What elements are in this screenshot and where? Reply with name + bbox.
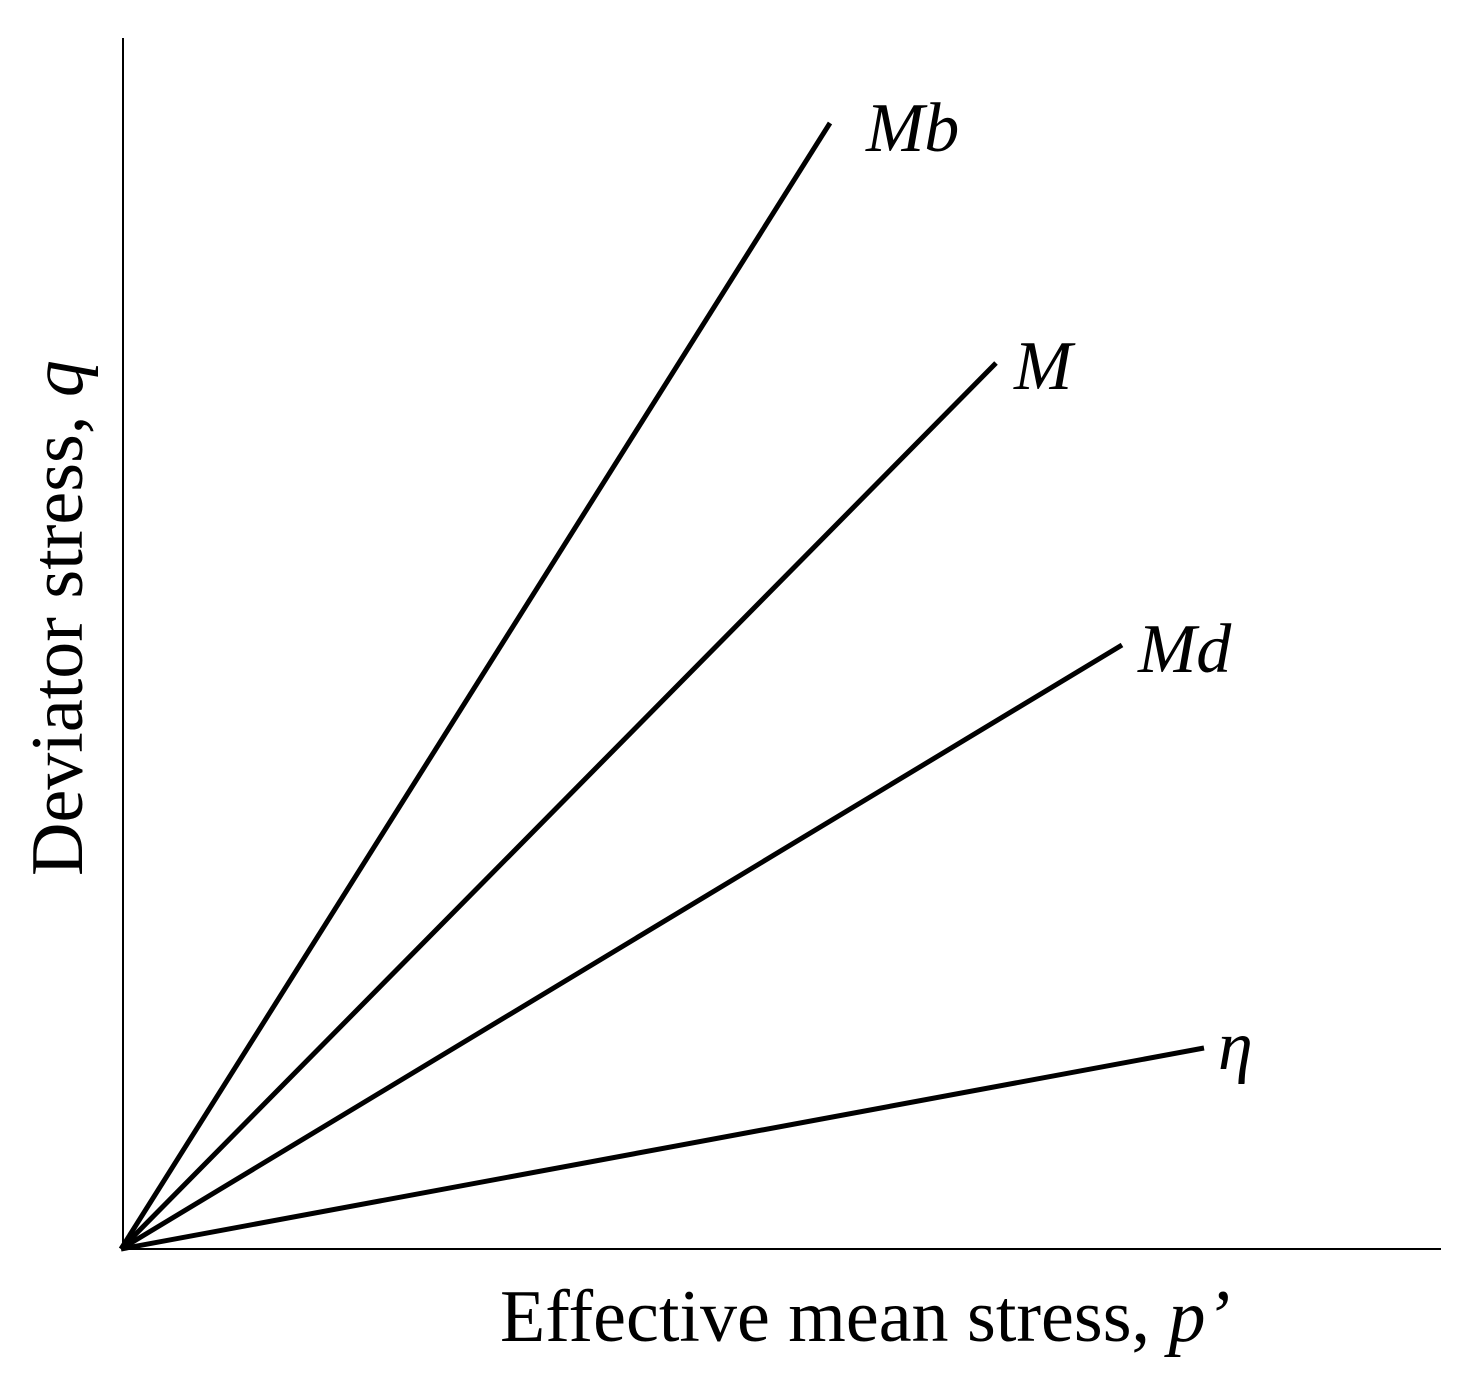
label-m: M: [1013, 328, 1076, 405]
x-axis-title: Effective mean stress, p’: [500, 1276, 1230, 1358]
y-axis-label-text: Deviator stress,: [17, 397, 99, 876]
label-mb: Mb: [865, 90, 959, 167]
line-mb: [118, 121, 833, 1251]
x-axis-symbol: p’: [1164, 1276, 1231, 1358]
line-m: [119, 361, 998, 1251]
y-axis-symbol: q: [17, 360, 99, 397]
line-md: [119, 642, 1124, 1252]
x-axis-label-text: Effective mean stress,: [500, 1276, 1169, 1358]
y-axis-title: Deviator stress, q: [17, 360, 99, 876]
label-md: Md: [1137, 611, 1232, 688]
label-eta: η: [1218, 1008, 1253, 1085]
line-eta: [120, 1045, 1205, 1252]
